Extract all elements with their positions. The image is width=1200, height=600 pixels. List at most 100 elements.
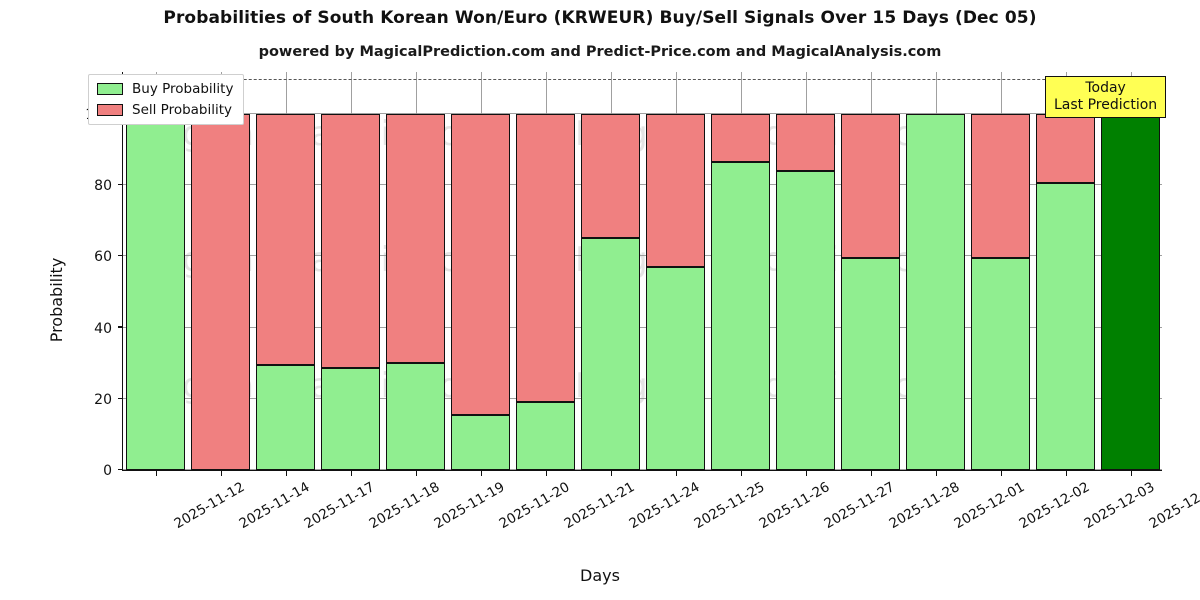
bar-group[interactable] <box>971 72 1030 470</box>
y-tick <box>118 468 123 470</box>
x-axis-title: Days <box>580 566 620 585</box>
bar-segment-buy[interactable] <box>841 257 900 470</box>
bar-segment-today[interactable] <box>1101 113 1160 470</box>
bar-segment-buy[interactable] <box>386 363 445 470</box>
bar-group[interactable] <box>646 72 705 470</box>
bars-layer <box>123 72 1162 470</box>
y-gridline <box>123 397 1162 399</box>
legend-item-sell[interactable]: Sell Probability <box>97 102 233 118</box>
x-tick-label: 2025-12-01 <box>951 479 1027 533</box>
y-gridline <box>123 255 1162 257</box>
x-tick <box>480 471 482 476</box>
x-tick <box>805 471 807 476</box>
legend-label-buy: Buy Probability <box>132 81 234 97</box>
bar-segment-sell[interactable] <box>1036 113 1095 184</box>
y-gridline <box>123 469 1162 470</box>
y-tick-label: 20 <box>94 391 112 408</box>
y-tick <box>118 397 123 399</box>
bar-segment-buy[interactable] <box>971 257 1030 470</box>
x-tick-label: 2025-12-03 <box>1081 479 1157 533</box>
x-tick <box>415 471 417 476</box>
chart-subtitle: powered by MagicalPrediction.com and Pre… <box>258 44 942 60</box>
bar-group[interactable] <box>191 72 250 470</box>
bar-segment-buy[interactable] <box>581 238 640 470</box>
bar-segment-sell[interactable] <box>971 113 1030 258</box>
bar-segment-buy[interactable] <box>256 364 315 470</box>
bar-segment-sell[interactable] <box>386 113 445 364</box>
bar-segment-buy[interactable] <box>906 113 965 470</box>
y-gridline <box>123 112 1162 114</box>
x-tick <box>220 471 222 476</box>
bar-segment-sell[interactable] <box>451 113 510 415</box>
bar-segment-buy[interactable] <box>321 368 380 470</box>
legend-label-sell: Sell Probability <box>132 102 233 118</box>
x-tick-label: 2025-11-14 <box>236 479 312 533</box>
today-annotation: Today Last Prediction <box>1045 76 1167 119</box>
y-gridline <box>123 326 1162 328</box>
bar-segment-sell[interactable] <box>581 113 640 239</box>
bar-segment-buy[interactable] <box>516 402 575 470</box>
bar-group[interactable] <box>386 72 445 470</box>
x-tick-label: 2025-11-27 <box>821 479 897 533</box>
y-tick <box>118 183 123 185</box>
bar-group[interactable] <box>126 72 185 470</box>
y-tick-label: 80 <box>94 178 112 194</box>
bar-group[interactable] <box>256 72 315 470</box>
x-tick <box>350 471 352 476</box>
x-tick-label: 2025-11-18 <box>366 479 442 533</box>
bar-segment-buy[interactable] <box>451 414 510 470</box>
bar-segment-buy[interactable] <box>126 113 185 470</box>
x-tick <box>675 471 677 476</box>
chart-legend: Buy Probability Sell Probability <box>88 74 245 125</box>
bar-segment-sell[interactable] <box>516 113 575 403</box>
bar-group[interactable] <box>516 72 575 470</box>
x-tick <box>935 471 937 476</box>
bar-group[interactable] <box>1036 72 1095 470</box>
y-tick-label: 0 <box>103 463 112 479</box>
bar-segment-sell[interactable] <box>256 113 315 365</box>
x-tick <box>545 471 547 476</box>
bar-group[interactable] <box>451 72 510 470</box>
x-tick-label: 2025-11-25 <box>691 479 767 533</box>
bar-segment-sell[interactable] <box>191 113 250 470</box>
y-tick <box>118 255 123 257</box>
bar-group[interactable] <box>321 72 380 470</box>
x-tick-label: 2025-11-21 <box>561 479 637 533</box>
bar-group[interactable] <box>581 72 640 470</box>
bar-group[interactable] <box>711 72 770 470</box>
legend-swatch-sell-icon <box>97 104 123 116</box>
bar-segment-buy[interactable] <box>776 170 835 470</box>
bar-group[interactable] <box>841 72 900 470</box>
legend-item-buy[interactable]: Buy Probability <box>97 81 233 97</box>
x-tick <box>285 471 287 476</box>
bar-segment-sell[interactable] <box>321 113 380 369</box>
x-tick <box>1130 471 1132 476</box>
x-tick-label: 2025-11-17 <box>301 479 377 533</box>
x-tick <box>870 471 872 476</box>
today-annotation-line1: Today <box>1085 80 1126 96</box>
y-tick <box>118 326 123 328</box>
y-tick-label: 40 <box>94 320 112 337</box>
bar-group[interactable] <box>1101 72 1160 470</box>
bar-segment-buy[interactable] <box>646 266 705 470</box>
x-tick-label: 2025-11-24 <box>626 479 702 533</box>
today-annotation-line2: Last Prediction <box>1054 96 1158 113</box>
bar-segment-sell[interactable] <box>841 113 900 258</box>
bar-segment-sell[interactable] <box>776 113 835 171</box>
bar-segment-sell[interactable] <box>711 113 770 162</box>
x-tick-label: 2025-11-12 <box>171 479 247 533</box>
bar-group[interactable] <box>906 72 965 470</box>
bar-segment-buy[interactable] <box>711 161 770 470</box>
chart-title: Probabilities of South Korean Won/Euro (… <box>163 8 1037 28</box>
x-tick <box>1065 471 1067 476</box>
bar-segment-buy[interactable] <box>1036 183 1095 470</box>
y-tick-label: 60 <box>94 249 112 266</box>
x-tick-label: 2025-11-20 <box>496 479 572 533</box>
bar-group[interactable] <box>776 72 835 470</box>
x-tick <box>610 471 612 476</box>
bar-segment-sell[interactable] <box>646 113 705 267</box>
x-tick <box>740 471 742 476</box>
reference-line <box>99 79 1165 81</box>
x-tick <box>1000 471 1002 476</box>
x-tick-label: 2025-11-28 <box>886 479 962 533</box>
